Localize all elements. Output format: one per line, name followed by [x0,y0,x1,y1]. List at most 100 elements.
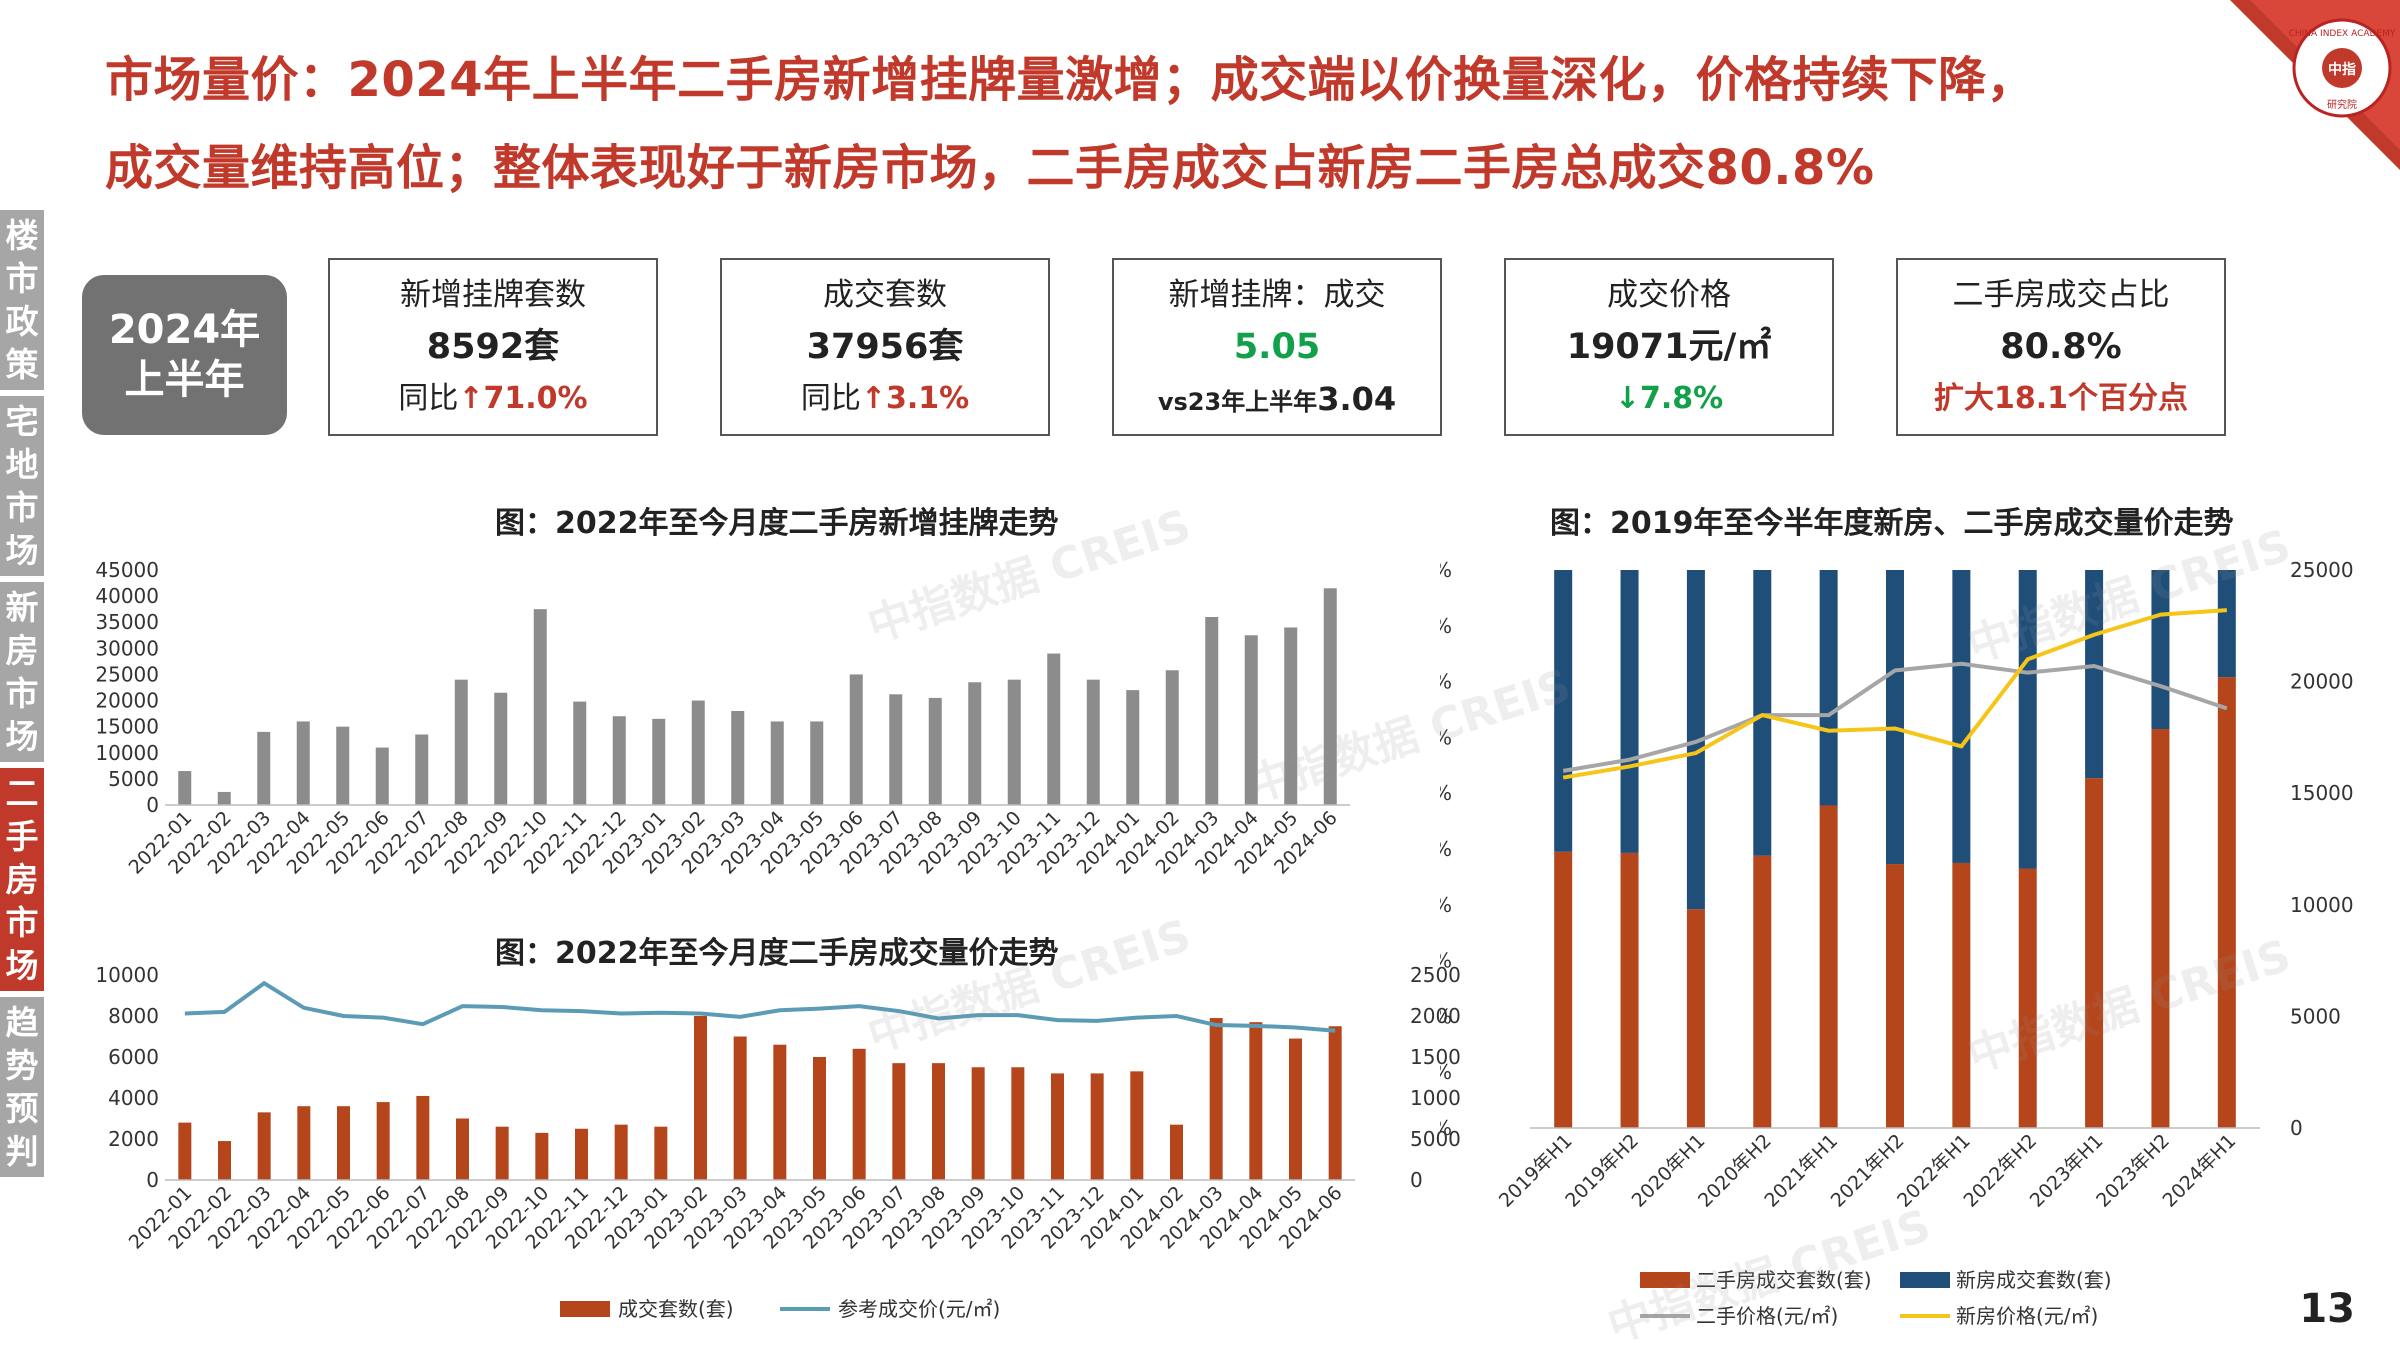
y-right-tick-label: 10000 [2290,893,2354,917]
new-home-bar [1620,570,1639,853]
y-left-tick-label: 30% [1440,949,1452,973]
deal-bar [1289,1038,1302,1180]
second-hand-price-line [1562,661,2228,773]
deal-bar [178,1122,192,1180]
y-left-tick-label: 80% [1440,670,1452,694]
deal-bar [932,1063,945,1180]
sidebar-char: 市 [5,903,39,942]
deal-bar [1209,1018,1223,1180]
deal-bar [218,1141,231,1180]
listing-bar [1086,679,1100,805]
deal-bar [456,1118,469,1180]
legend-swatch-new-home [1900,1272,1950,1288]
new-home-bar [2217,570,2236,678]
chart-title-listings: 图：2022年至今月度二手房新增挂牌走势 [495,506,1059,541]
listing-bar [1205,617,1219,805]
listing-bar [928,697,942,805]
y-tick-label: 35000 [95,610,159,634]
chart-title-monthly-deals: 图：2022年至今月度二手房成交量价走势 [495,936,1059,971]
deal-bar [1249,1022,1263,1180]
listing-bar [415,734,429,805]
listing-bar [336,726,350,805]
sidebar-section-2[interactable]: 新房市场 [0,582,44,762]
y-left-tick-label: 8000 [108,1004,159,1028]
legend-label-new-home: 新房成交套数(套) [1956,1268,2112,1292]
kpi-value: 8592套 [426,327,560,367]
y-right-tick-label: 20000 [1410,1004,1460,1028]
second-hand-bar [1819,805,1838,1128]
second-hand-bar [2217,677,2236,1128]
kpi-note-value: ↓7.8% [1614,381,1724,416]
new-home-bar [2018,570,2037,869]
sidebar-char: 政 [5,302,39,341]
kpi-note-value: 3.04 [1317,380,1397,418]
deal-bar [416,1095,430,1180]
deal-bar [535,1132,549,1180]
y-left-tick-label: 0% [1440,1116,1452,1140]
sidebar-section-1[interactable]: 宅地市场 [0,396,44,576]
kpi-note: 同比↑3.1% [801,373,969,425]
listing-bar [1047,653,1061,805]
kpi-value: 19071元/㎡ [1566,327,1772,367]
y-tick-label: 30000 [95,636,159,660]
academy-logo: 中指 CHINA INDEX ACADEMY 研究院 [2230,0,2400,170]
y-left-tick-label: 70% [1440,725,1452,749]
listing-bar [494,692,508,805]
sidebar-section-3[interactable]: 二手房市场 [0,768,44,991]
chart-title-halfyear: 图：2019年至今半年度新房、二手房成交量价走势 [1550,506,2234,541]
listing-bar [612,716,626,805]
new-home-bar [2151,570,2170,730]
legend-swatch-deals [560,1301,610,1317]
y-right-tick-label: 0 [2290,1116,2303,1140]
deal-bar [694,1016,707,1180]
second-hand-bar [2018,868,2037,1128]
new-home-bar [1952,570,1971,863]
legend-label-price: 参考成交价(元/㎡) [838,1297,1000,1321]
kpi-label: 二手房成交占比 [1952,277,2170,313]
deal-bar [1170,1124,1183,1180]
deal-bar [733,1036,747,1180]
new-home-price-line [1562,608,2227,780]
deal-bar [1051,1073,1064,1180]
kpi-note-prefix: 同比 [800,381,861,416]
chart-monthly-deals: 0 2000 4000 6000 8000 10000 0 5000 10000 15000 200… [95,963,1460,1321]
y-right-tick-label: 5000 [1410,1127,1460,1151]
kpi-note: ↓7.8% [1615,373,1723,425]
y-right-tick-label: 25000 [1410,963,1460,987]
y-right-tick-label: 5000 [2290,1004,2341,1028]
listing-bar [1126,690,1140,805]
listing-bar [454,679,468,805]
sidebar-char: 宅 [5,402,39,441]
y-left-tick-label: 10% [1440,1060,1452,1084]
sidebar-section-4[interactable]: 趋势预判 [0,997,44,1177]
headline-line-2: 成交量维持高位；整体表现好于新房市场，二手房成交占新房二手房总成交80.8% [105,140,1875,196]
y-left-tick-label: 0 [146,1168,159,1192]
y-left-tick-label: 6000 [108,1045,159,1069]
new-home-bar [1886,570,1904,865]
headline-line-1: 市场量价：2024年上半年二手房新增挂牌量激增；成交端以价换量深化，价格持续下降… [105,52,2036,108]
listing-bar [1323,588,1337,805]
second-hand-bar [1554,851,1573,1128]
sidebar-char: 房 [5,631,39,670]
section-sidebar: 楼市政策宅地市场新房市场二手房市场趋势预判 [0,210,44,1183]
kpi-value: 37956套 [806,327,964,367]
second-hand-bar [1620,852,1639,1128]
sidebar-section-0[interactable]: 楼市政策 [0,210,44,390]
y-tick-label: 20000 [95,689,159,713]
sidebar-char: 场 [5,717,39,756]
second-hand-bar [1952,862,1971,1128]
deal-bar [495,1126,509,1180]
kpi-card-share: 二手房成交占比 80.8% 扩大18.1个百分点 [1896,258,2226,436]
listing-bar [375,747,389,805]
seal-center [2322,48,2362,88]
sidebar-char: 手 [5,817,39,856]
listing-bar [257,731,271,805]
sidebar-char: 策 [5,345,39,384]
deal-bar [773,1044,787,1180]
new-home-bar [1686,570,1705,910]
kpi-label: 成交价格 [1607,277,1731,313]
y-left-tick-label: 50% [1440,837,1452,861]
sidebar-char: 二 [5,774,39,813]
kpi-label: 成交套数 [823,277,947,313]
period-year: 2024年 [108,307,261,353]
